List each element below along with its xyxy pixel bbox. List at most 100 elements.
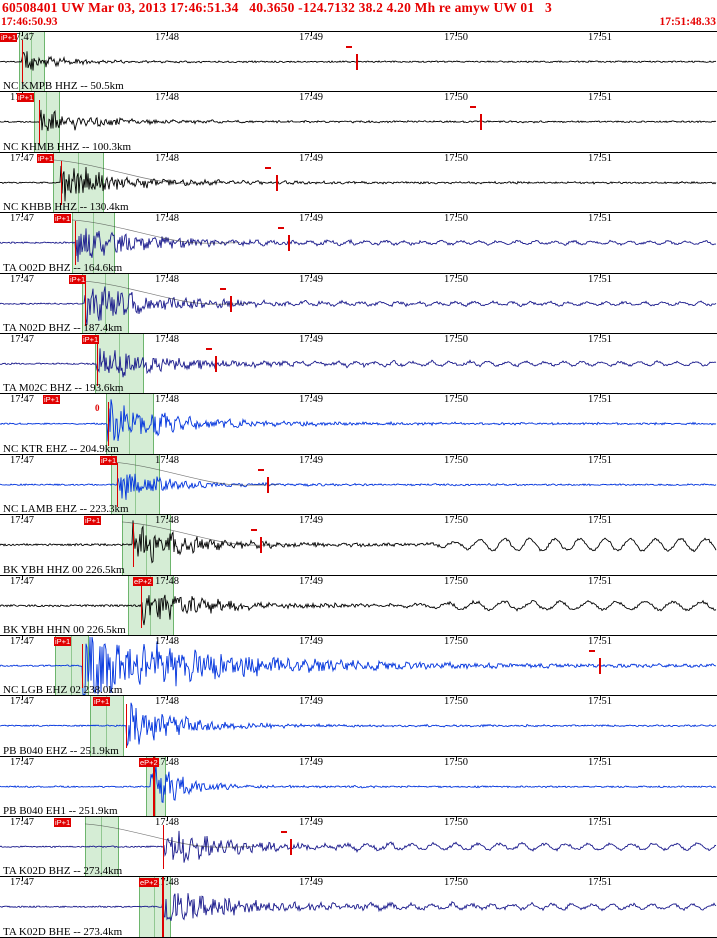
pick-time-line[interactable] [162, 877, 164, 937]
trace-panel[interactable]: 17:47 17:48 17:49 17:50 17:51 iP+1 TA M02C BHZ… [0, 333, 717, 395]
coda-duration-marker[interactable] [356, 54, 358, 70]
minute-tick [22, 273, 23, 278]
waveform [0, 702, 717, 748]
coda-marker-dash [265, 166, 271, 169]
coda-duration-marker[interactable] [599, 657, 601, 674]
trace-panel[interactable]: 17:47 17:48 17:49 17:50 17:51 iP+1 0 NC KTR EHZ… [0, 394, 717, 455]
minute-tick [22, 213, 23, 218]
trace-panel[interactable]: 17:47 17:48 17:49 17:50 17:51 iP+1 BK YBH HHZ … [0, 515, 717, 576]
p-pick-flag[interactable]: iP+1 [0, 33, 18, 42]
trace-panel[interactable]: 17:47 17:48 17:49 17:50 17:51 iP+1 TA N02D BHZ… [0, 273, 717, 334]
p-pick-flag[interactable]: iP+1 [82, 334, 100, 344]
time-label: 17:47 [10, 273, 34, 285]
trace-panel[interactable]: 17:47 17:48 17:49 17:50 17:51 eP+2 TA K02D BHE… [0, 877, 717, 938]
window-start-time: 17:46:50.93 [1, 16, 58, 28]
p-pick-flag[interactable]: iP+1 [17, 93, 35, 103]
time-label: 17:48 [155, 32, 179, 43]
minute-tick [311, 454, 312, 459]
p-pick-flag[interactable]: iP+1 [54, 636, 72, 646]
p-pick-flag[interactable]: eP+2 [139, 757, 159, 767]
minute-tick [600, 877, 601, 882]
p-pick-flag[interactable]: iP+1 [100, 455, 118, 465]
coda-duration-marker[interactable] [215, 355, 217, 372]
trace-panel[interactable]: 17:47 17:48 17:49 17:50 17:51 iP+1 NC LAMB EHZ… [0, 454, 717, 516]
pick-time-line[interactable] [126, 704, 127, 749]
trace-panel[interactable]: 17:47 17:48 17:49 17:50 17:51 iP+1 TA O02D BHZ… [0, 213, 717, 274]
station-label: BK YBH HHN 00 226.5km [3, 623, 126, 636]
pick-time-line[interactable] [108, 402, 109, 447]
time-label: 17:49 [299, 333, 323, 345]
time-label: 17:47 [10, 213, 34, 225]
pick-time-line[interactable] [133, 523, 134, 568]
time-label: 17:51 [588, 575, 612, 587]
trace-panel[interactable]: 17:47 17:48 17:49 17:50 17:51 iP+1 PB B040 EHZ… [0, 696, 717, 757]
pick-time-line[interactable] [75, 221, 76, 266]
p-pick-flag[interactable]: iP+1 [43, 395, 61, 405]
p-pick-flag[interactable]: eP+2 [133, 576, 153, 586]
coda-duration-marker[interactable] [276, 174, 278, 191]
coda-duration-marker[interactable] [288, 235, 290, 252]
time-label: 17:50 [444, 333, 468, 345]
coda-duration-marker[interactable] [290, 839, 292, 856]
minute-tick [456, 696, 457, 701]
minute-tick [600, 454, 601, 459]
p-pick-flag[interactable]: eP+2 [139, 878, 159, 888]
pick-time-line[interactable] [82, 643, 83, 688]
coda-marker-dash [589, 649, 595, 652]
minute-tick [456, 92, 457, 97]
station-label: TA K02D BHZ -- 273.4km [3, 865, 123, 878]
p-pick-flag[interactable]: iP+1 [84, 516, 102, 526]
minute-tick [600, 152, 601, 157]
pick-time-line[interactable] [85, 281, 86, 326]
trace-panel[interactable]: 17:47 17:48 17:49 17:50 17:51 eP+2 PB B040 EH1… [0, 756, 717, 818]
coda-duration-marker[interactable] [260, 537, 262, 554]
station-label: NC LGB EHZ 02 238.0km [3, 684, 123, 697]
pick-time-line[interactable] [22, 40, 23, 84]
time-label: 17:48 [155, 394, 179, 406]
time-label: 17:51 [588, 273, 612, 285]
p-pick-flag[interactable]: iP+1 [93, 697, 111, 707]
time-label: 17:49 [299, 273, 323, 285]
time-label: 17:50 [444, 454, 468, 466]
time-label: 17:51 [588, 515, 612, 527]
pick-time-line[interactable] [163, 825, 164, 870]
trace-panel[interactable]: 17:47 17:48 17:49 17:50 17:51 iP+1 NC LGB EHZ … [0, 635, 717, 697]
time-label: 17:51 [588, 635, 612, 647]
p-pick-flag[interactable]: iP+1 [37, 153, 55, 163]
time-label: 17:47 [10, 696, 34, 708]
p-pick-flag[interactable]: iP+1 [54, 214, 72, 224]
pick-time-line[interactable] [97, 341, 98, 386]
pick-time-line[interactable] [117, 462, 118, 507]
minute-tick [456, 756, 457, 761]
waveform [0, 219, 716, 263]
coda-marker-dash [251, 529, 257, 532]
time-label: 17:51 [588, 152, 612, 164]
pick-time-line[interactable] [153, 756, 155, 817]
trace-panel[interactable]: 17:47 17:48 17:49 17:50 17:51 eP+2 BK YBH HHN … [0, 575, 717, 636]
minute-tick [311, 333, 312, 338]
coda-marker-dash [281, 831, 287, 834]
pick-time-line[interactable] [141, 583, 142, 628]
minute-tick [456, 213, 457, 218]
p-pick-flag[interactable]: iP+1 [69, 274, 87, 284]
time-label: 17:47 [10, 817, 34, 829]
trace-panel[interactable]: 17:47 17:48 17:49 17:50 17:51 iP+1 NC KMPB HHZ… [0, 32, 717, 93]
coda-duration-marker[interactable] [230, 295, 232, 312]
pick-time-line[interactable] [39, 100, 40, 145]
pick-time-line[interactable] [61, 160, 62, 205]
p-pick-flag[interactable]: iP+1 [54, 818, 72, 828]
pick-window-divider [155, 756, 156, 817]
coda-duration-marker[interactable] [480, 114, 482, 131]
window-end-time: 17:51:48.33 [659, 16, 716, 28]
time-label: 17:48 [155, 333, 179, 345]
coda-duration-marker[interactable] [267, 476, 269, 493]
minute-tick [167, 696, 168, 701]
time-label: 17:51 [588, 333, 612, 345]
time-label: 17:50 [444, 92, 468, 104]
time-window-bar: 17:46:50.93 17:51:48.33 [0, 16, 717, 31]
time-label: 17:50 [444, 515, 468, 527]
trace-panel[interactable]: 17:47 17:48 17:49 17:50 17:51 iP+1 NC KHBB HHZ… [0, 152, 717, 214]
minute-tick [311, 877, 312, 882]
trace-panel[interactable]: 17:47 17:48 17:49 17:50 17:51 iP+1 TA K02D BHZ… [0, 817, 717, 878]
